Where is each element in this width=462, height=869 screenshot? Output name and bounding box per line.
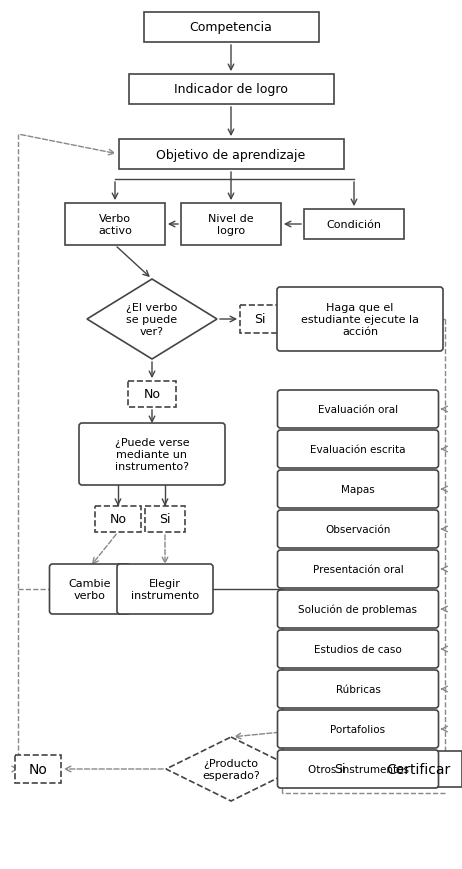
Text: Elegir
instrumento: Elegir instrumento [131,579,199,600]
Text: Indicador de logro: Indicador de logro [174,83,288,96]
Text: Solución de problemas: Solución de problemas [298,604,418,614]
Polygon shape [87,280,217,360]
FancyBboxPatch shape [117,564,213,614]
FancyBboxPatch shape [277,288,443,352]
Text: Si: Si [159,513,171,526]
Bar [118,140,344,169]
Bar [128,75,334,105]
Text: Rúbricas: Rúbricas [335,684,380,694]
Bar [144,13,318,43]
Text: Certificar: Certificar [386,762,450,776]
FancyBboxPatch shape [278,510,438,548]
FancyBboxPatch shape [278,670,438,708]
Bar [128,381,176,408]
Text: Condición: Condición [327,220,382,229]
FancyBboxPatch shape [278,630,438,668]
Text: Presentación oral: Presentación oral [313,564,403,574]
Text: ¿El verbo
se puede
ver?: ¿El verbo se puede ver? [126,303,178,336]
Text: Portafolios: Portafolios [330,724,386,734]
FancyBboxPatch shape [278,750,438,788]
Bar [15,755,61,783]
FancyBboxPatch shape [278,390,438,428]
Text: No: No [144,388,160,401]
Text: Verbo
activo: Verbo activo [98,214,132,235]
FancyBboxPatch shape [79,423,225,486]
Text: Si: Si [254,313,266,326]
FancyBboxPatch shape [278,430,438,468]
FancyBboxPatch shape [278,470,438,508]
Text: ¿Puede verse
mediante un
instrumento?: ¿Puede verse mediante un instrumento? [115,438,189,471]
Text: No: No [29,762,48,776]
Text: Nivel de
logro: Nivel de logro [208,214,254,235]
Text: Si: Si [334,763,346,776]
Text: Objetivo de aprendizaje: Objetivo de aprendizaje [156,149,306,162]
FancyBboxPatch shape [278,710,438,748]
Text: Competencia: Competencia [189,22,273,35]
Text: Otros instrumentos: Otros instrumentos [308,764,408,774]
FancyBboxPatch shape [278,550,438,588]
Text: Evaluación escrita: Evaluación escrita [310,444,406,454]
Text: No: No [109,513,127,526]
Text: Estudios de caso: Estudios de caso [314,644,402,654]
Text: Mapas: Mapas [341,484,375,494]
Bar [95,507,141,533]
Bar [145,507,185,533]
Bar [65,203,165,246]
Text: Cambie
verbo: Cambie verbo [69,579,111,600]
Polygon shape [166,737,296,801]
Bar [321,755,359,783]
FancyBboxPatch shape [49,564,130,614]
Bar [181,203,281,246]
Bar [374,751,462,787]
Bar [240,306,280,334]
Text: Evaluación oral: Evaluación oral [318,405,398,415]
Text: ¿Producto
esperado?: ¿Producto esperado? [202,759,260,779]
Text: Observación: Observación [325,524,391,534]
Bar [304,209,404,240]
Text: Haga que el
estudiante ejecute la
acción: Haga que el estudiante ejecute la acción [301,303,419,336]
FancyBboxPatch shape [278,590,438,628]
